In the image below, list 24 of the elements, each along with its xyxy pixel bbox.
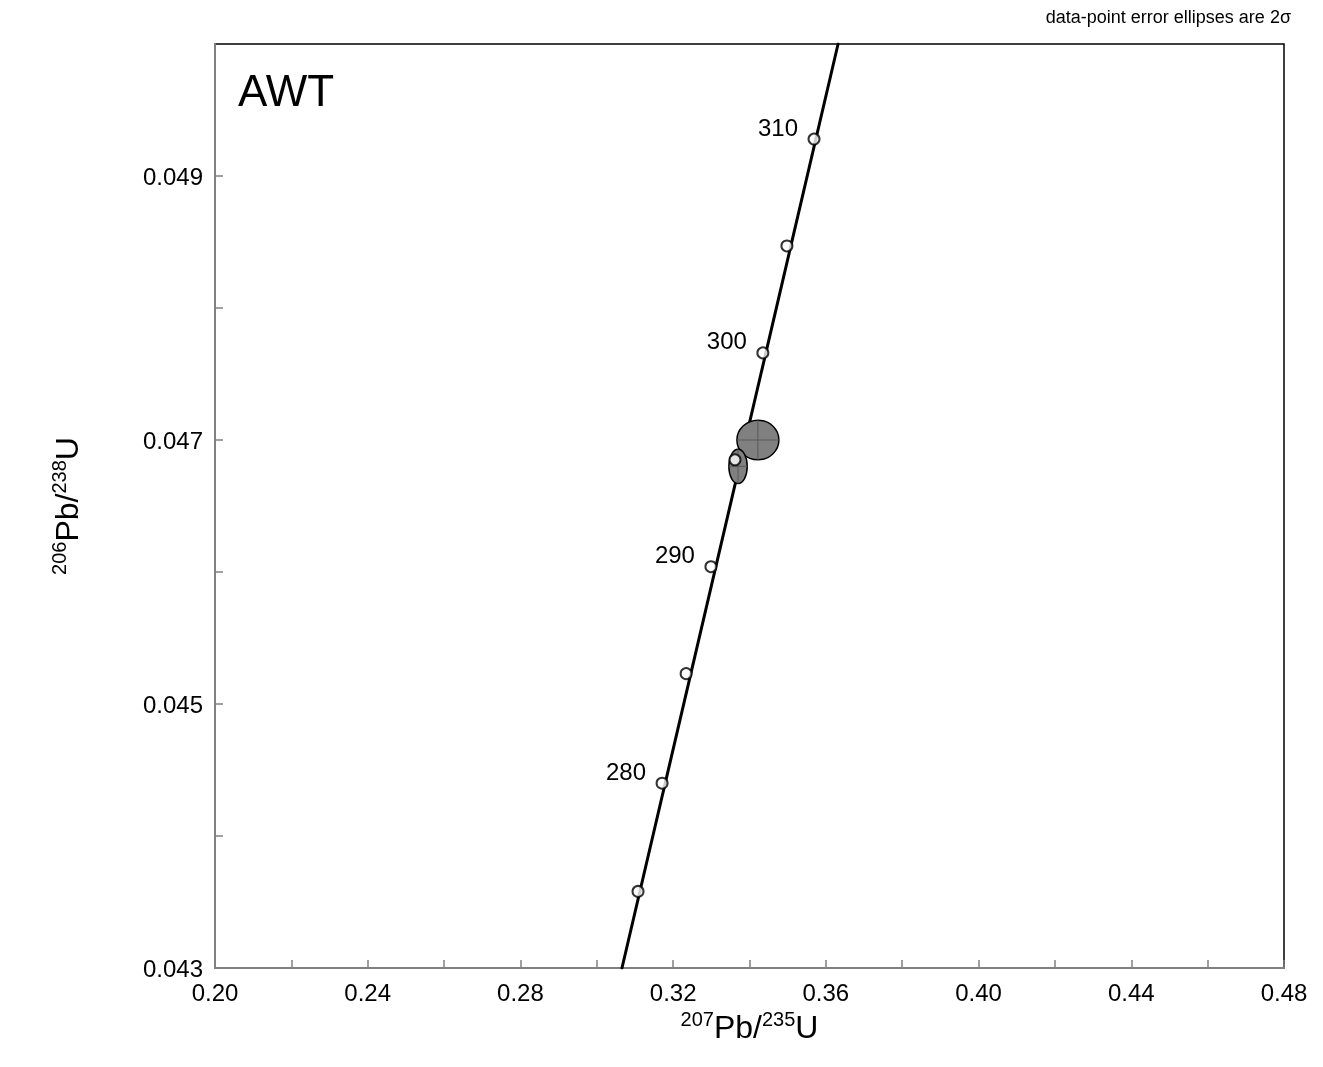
y-tick-label: 0.049 (142, 162, 203, 190)
x-tick-label: 0.36 (802, 978, 850, 1006)
point (631, 884, 645, 898)
x-tick-label: 0.24 (344, 978, 392, 1006)
text: data-point error ellipses are 2σ (1045, 7, 1291, 27)
y-tick-label: 0.045 (142, 690, 203, 718)
y-tick-label: 0.047 (142, 426, 203, 454)
point (704, 560, 718, 574)
x-tick-label: 0.44 (1107, 978, 1155, 1006)
point (655, 776, 669, 790)
annotation: 280 (606, 757, 647, 785)
annotation: 300 (706, 327, 747, 355)
text: AWT (238, 65, 335, 115)
point (679, 667, 693, 681)
point (780, 239, 794, 253)
annotation: 290 (654, 541, 695, 569)
point (756, 346, 770, 360)
y-axis-title: 206Pb/238U (48, 437, 85, 575)
x-tick-label: 0.40 (955, 978, 1002, 1006)
point (807, 132, 821, 146)
x-tick-label: 0.48 (1260, 978, 1308, 1006)
x-tick-label: 0.28 (497, 978, 544, 1006)
x-tick-label: 0.32 (649, 978, 697, 1006)
annotation: 310 (757, 113, 799, 141)
